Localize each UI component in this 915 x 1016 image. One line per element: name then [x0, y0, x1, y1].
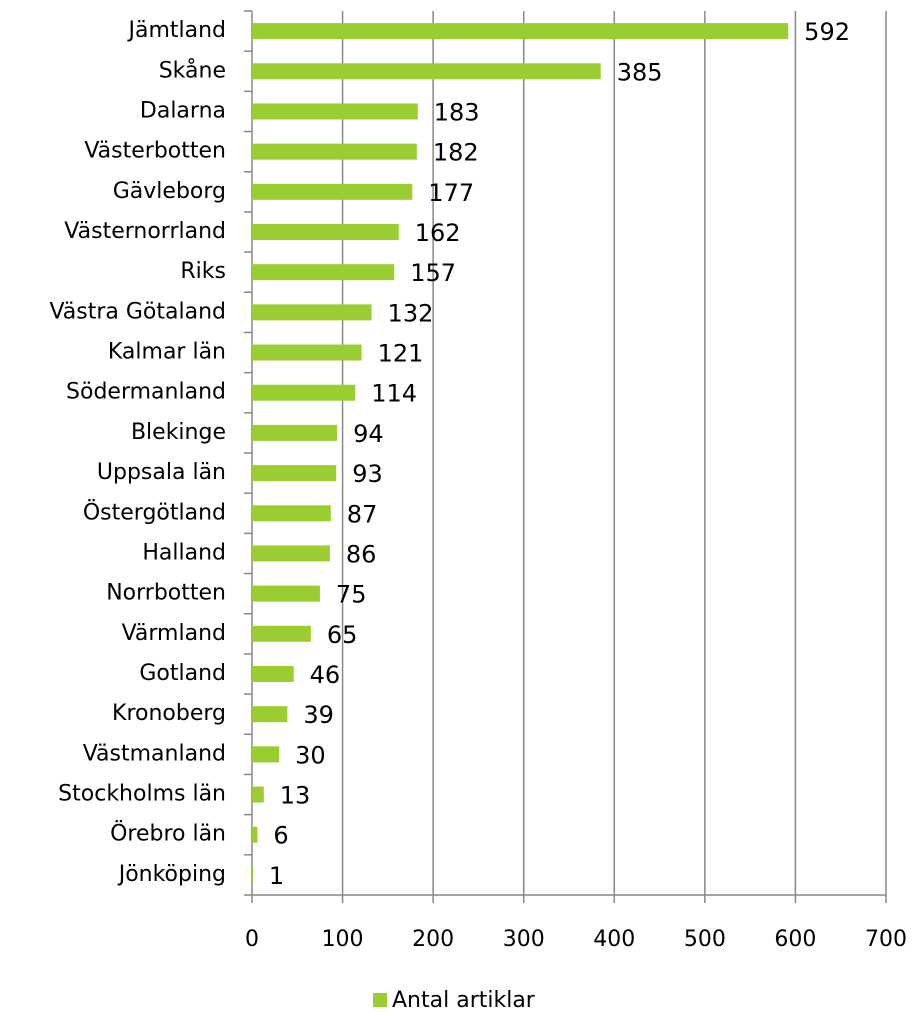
x-tick-label: 300	[503, 927, 545, 952]
value-label: 114	[371, 380, 417, 408]
value-label: 46	[310, 661, 341, 689]
bar	[252, 666, 294, 682]
y-tick-label: Västra Götaland	[49, 299, 226, 324]
bar	[252, 143, 417, 160]
bar	[252, 63, 601, 80]
legend-label: Antal artiklar	[392, 988, 536, 1013]
y-tick-label: Skåne	[159, 57, 226, 83]
value-label: 121	[378, 340, 424, 368]
x-tick-label: 400	[593, 927, 635, 952]
legend-swatch	[373, 993, 387, 1007]
x-tick-label: 700	[865, 927, 907, 952]
x-tick-label: 0	[245, 927, 259, 952]
bar	[252, 344, 362, 361]
bar	[252, 826, 258, 843]
y-tick-label: Södermanland	[66, 380, 226, 405]
value-label: 87	[347, 500, 378, 528]
bar	[252, 23, 789, 40]
value-label: 94	[353, 420, 384, 448]
y-tick-label: Västernorrland	[64, 219, 226, 244]
bar	[252, 103, 418, 120]
value-label: 157	[410, 259, 456, 287]
bar	[252, 304, 372, 321]
bar	[252, 706, 288, 723]
bar	[252, 465, 337, 482]
y-tick-label: Gävleborg	[113, 179, 226, 204]
y-tick-label: Jönköping	[117, 862, 226, 887]
value-label: 13	[280, 782, 311, 810]
x-tick-label: 100	[322, 927, 364, 952]
bar	[252, 625, 311, 642]
y-tick-label: Uppsala län	[97, 460, 226, 485]
value-label: 182	[433, 139, 479, 167]
value-label: 65	[327, 621, 358, 649]
y-tick-label: Västmanland	[83, 741, 226, 766]
bar	[252, 786, 264, 803]
y-tick-label: Blekinge	[131, 420, 226, 445]
bar	[252, 264, 395, 281]
value-label: 1	[269, 862, 284, 890]
y-tick-label: Gotland	[139, 661, 226, 686]
value-label: 6	[273, 822, 288, 850]
y-tick-label: Värmland	[122, 621, 226, 646]
bar	[252, 424, 338, 441]
bar	[252, 545, 330, 562]
x-tick-label: 500	[684, 927, 726, 952]
value-label: 177	[428, 179, 474, 207]
x-tick-label: 600	[774, 927, 816, 952]
value-label: 592	[804, 18, 850, 46]
bar	[252, 866, 253, 883]
bar	[252, 224, 399, 240]
y-tick-label: Dalarna	[140, 98, 226, 123]
y-tick-label: Jämtland	[126, 18, 226, 43]
value-label: 93	[352, 460, 383, 488]
bar	[252, 183, 413, 200]
y-tick-label: Norrbotten	[106, 581, 226, 606]
y-tick-label: Östergötland	[83, 499, 226, 525]
bar	[252, 746, 280, 763]
y-tick-label: Halland	[142, 540, 226, 565]
value-label: 385	[617, 58, 663, 86]
value-label: 86	[346, 540, 377, 568]
value-label: 183	[434, 98, 480, 126]
bar	[252, 384, 356, 401]
y-tick-label: Västerbotten	[84, 139, 226, 164]
y-tick-label: Kronoberg	[112, 701, 226, 726]
y-tick-label: Kalmar län	[108, 340, 226, 365]
value-label: 39	[303, 701, 334, 729]
y-tick-label: Riks	[180, 259, 226, 284]
x-tick-label: 200	[412, 927, 454, 952]
value-label: 30	[295, 741, 326, 769]
value-label: 132	[388, 299, 434, 327]
value-label: 75	[336, 581, 367, 609]
y-tick-label: Stockholms län	[58, 782, 226, 807]
value-label: 162	[415, 219, 461, 247]
y-tick-label: Örebro län	[110, 821, 226, 847]
bar	[252, 585, 320, 602]
bar	[252, 505, 331, 522]
